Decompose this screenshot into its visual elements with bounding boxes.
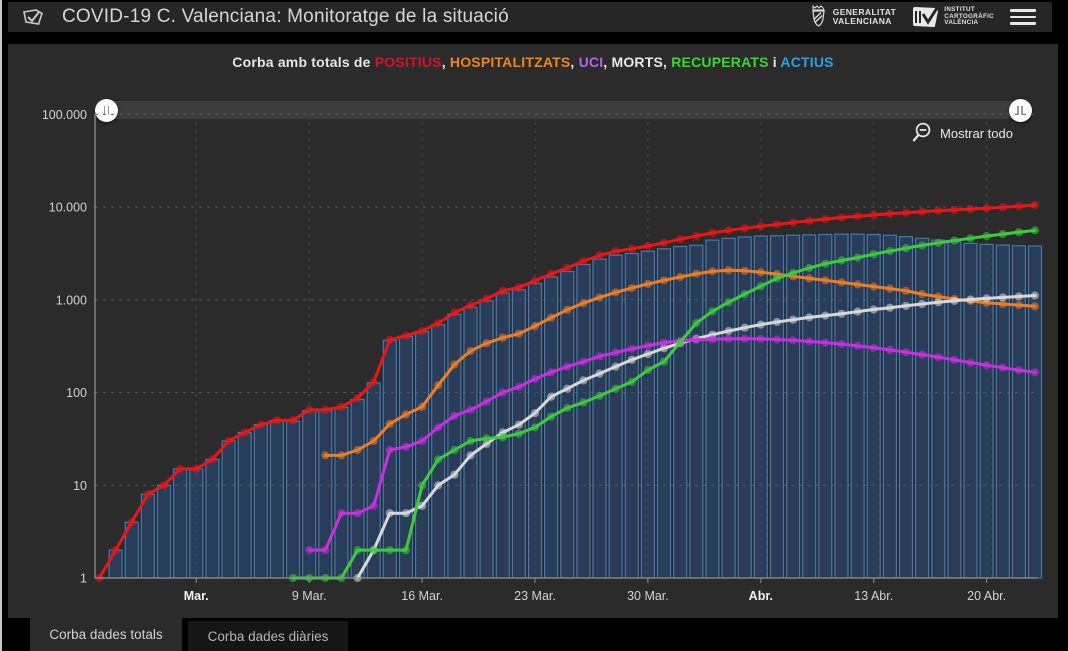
legend-item: , xyxy=(441,54,450,70)
icv-logo-line3: VALÈNCIA xyxy=(944,19,979,27)
y-tick-label: 100.000 xyxy=(42,108,87,122)
x-tick-label: 16 Mar. xyxy=(401,589,443,603)
x-tick-label: 13 Abr. xyxy=(854,589,893,603)
legend-item: MORTS xyxy=(611,54,664,70)
legend-item: , xyxy=(570,54,579,70)
icv-logo-line1: INSTITUT xyxy=(944,6,976,14)
axes: 1 10 100 1.000 10.000 100.000 Mar. 9 Mar. 16 Mar… xyxy=(42,108,1038,603)
legend-item: HOSPITALITZATS xyxy=(449,54,571,70)
header-bar: COVID-19 C. Valenciana: Monitoratge de l… xyxy=(8,2,1052,32)
y-tick-label: 10.000 xyxy=(49,201,87,215)
legend-item: Corba amb totals de xyxy=(232,54,375,70)
icv-mark-icon xyxy=(913,7,939,27)
x-tick-label: 20 Abr. xyxy=(967,589,1006,603)
x-tick-label: Abr. xyxy=(749,589,773,603)
x-tick-label: 23 Mar. xyxy=(514,589,556,603)
icv-logo: INSTITUT CARTOGRÀFIC VALÈNCIA xyxy=(912,6,994,28)
show-all-button[interactable]: Mostrar todo xyxy=(910,122,1013,144)
gva-logo: GENERALITAT VALENCIANA xyxy=(809,5,897,29)
app-logo-icon xyxy=(22,8,44,26)
legend-item: ACTIUS xyxy=(780,54,834,70)
series-positius xyxy=(95,200,1040,583)
chart-panel: Corba amb totals de POSITIUS, HOSPITALIT… xyxy=(8,44,1058,618)
legend-item: , xyxy=(663,54,672,70)
gva-crest-icon xyxy=(812,5,825,27)
slider-handle-left[interactable] xyxy=(95,98,118,122)
icv-logo-line2: CARTOGRÀFIC xyxy=(944,12,994,20)
series-actius xyxy=(108,233,1043,579)
gva-logo-line2: VALENCIANA xyxy=(832,16,892,26)
slider-handle-right[interactable] xyxy=(1008,98,1032,122)
y-tick-label: 10 xyxy=(73,479,87,493)
hamburger-menu-button[interactable] xyxy=(1010,7,1036,27)
gridlines xyxy=(95,113,1038,578)
y-tick-label: 100 xyxy=(66,386,87,400)
x-tick-label: 30 Mar. xyxy=(627,589,669,603)
series-hospitalitzats xyxy=(321,266,1040,460)
zoom-out-icon xyxy=(912,122,931,142)
x-tick-label: 9 Mar. xyxy=(292,589,327,603)
chart-subtitle: Corba amb totals de POSITIUS, HOSPITALIT… xyxy=(8,54,1058,70)
y-tick-label: 1 xyxy=(80,572,87,586)
hamburger-icon xyxy=(1010,9,1036,12)
x-tick-label: Mar. xyxy=(184,589,209,603)
legend-item: POSITIUS xyxy=(374,54,442,70)
legend-item: i xyxy=(768,54,781,70)
tab-corba-dades-diaries[interactable]: Corba dades diàries xyxy=(188,621,348,651)
y-tick-label: 1.000 xyxy=(56,293,87,307)
legend-item: RECUPERATS xyxy=(671,54,769,70)
legend-item: , xyxy=(603,54,612,70)
legend-item: UCI xyxy=(578,54,604,70)
chart-canvas[interactable]: 1 10 100 1.000 10.000 100.000 Mar. 9 Mar. 16 Mar… xyxy=(8,44,1058,618)
page-title: COVID-19 C. Valenciana: Monitoratge de l… xyxy=(62,6,509,27)
window-edge xyxy=(0,0,2,651)
gva-logo-line1: GENERALITAT xyxy=(832,7,897,18)
tab-corba-dades-totals[interactable]: Corba dades totals xyxy=(30,618,182,651)
show-all-label: Mostrar todo xyxy=(940,125,1013,141)
